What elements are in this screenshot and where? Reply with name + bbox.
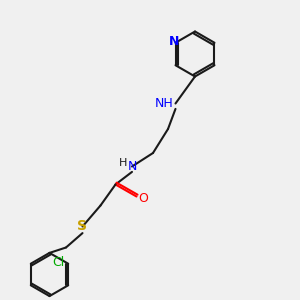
Text: S: S xyxy=(77,220,88,233)
Text: NH: NH xyxy=(155,97,174,110)
Text: Cl: Cl xyxy=(52,256,65,269)
Text: N: N xyxy=(128,160,137,173)
Text: O: O xyxy=(138,191,148,205)
Text: N: N xyxy=(169,35,179,48)
Text: H: H xyxy=(119,158,127,168)
